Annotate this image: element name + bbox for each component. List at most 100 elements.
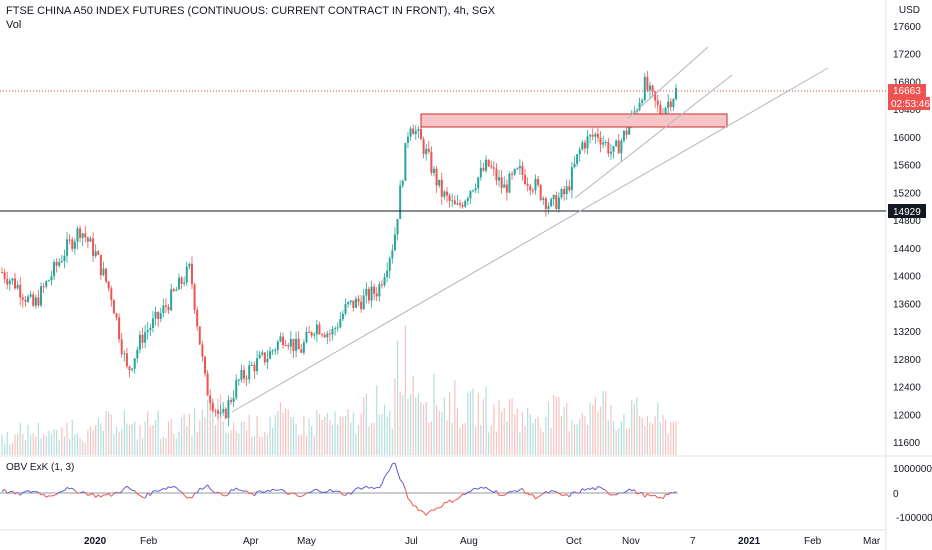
volume-bar bbox=[404, 325, 406, 455]
candle-body bbox=[50, 276, 53, 281]
obv-segment bbox=[566, 494, 570, 498]
price-tick: 16400 bbox=[893, 105, 921, 116]
volume-bar bbox=[40, 438, 42, 455]
volume-bar bbox=[662, 414, 664, 455]
volume-bar bbox=[672, 421, 674, 455]
volume-bar bbox=[482, 399, 485, 455]
candle-body bbox=[55, 261, 58, 266]
candle-body bbox=[42, 286, 45, 288]
price-axis[interactable]: 17600 17200 16800 16400 16000 15600 15200 14800… bbox=[893, 22, 921, 449]
volume-bar bbox=[287, 409, 289, 455]
candle-body bbox=[354, 298, 357, 308]
obv-segment bbox=[639, 491, 643, 494]
candle-body bbox=[602, 142, 605, 145]
volume-bar bbox=[214, 424, 216, 455]
volume-bar bbox=[48, 431, 50, 455]
obv-segment bbox=[74, 490, 78, 494]
candle-body bbox=[435, 168, 438, 186]
volume-bar bbox=[11, 442, 14, 455]
trendline-long[interactable] bbox=[231, 67, 829, 413]
volume-bar bbox=[352, 412, 354, 455]
candle-body bbox=[386, 270, 389, 278]
time-label-aug: Aug bbox=[460, 536, 478, 547]
obv-segment bbox=[358, 487, 362, 490]
volume-bar bbox=[43, 433, 45, 455]
candle-body bbox=[479, 167, 482, 178]
volume-bar bbox=[391, 428, 393, 455]
obv-segment bbox=[282, 489, 287, 493]
price-tick: 15200 bbox=[893, 188, 921, 199]
obv-segment bbox=[303, 492, 307, 496]
obv-segment bbox=[490, 490, 495, 493]
candle-body bbox=[459, 203, 462, 205]
obv-segment bbox=[399, 479, 404, 484]
candle-body bbox=[432, 168, 435, 174]
volume-bar bbox=[243, 421, 245, 455]
obv-segment bbox=[425, 511, 430, 516]
candle-body bbox=[448, 195, 451, 201]
volume-bar bbox=[417, 393, 419, 455]
candle-body bbox=[406, 136, 409, 143]
obv-segment bbox=[441, 502, 445, 508]
candle-body bbox=[321, 334, 324, 336]
volume-bar bbox=[316, 410, 318, 455]
volume-bar bbox=[37, 422, 40, 455]
obv-segment bbox=[404, 488, 409, 499]
volume-bar bbox=[253, 436, 256, 455]
obv-tick-high: 1000000 bbox=[893, 464, 932, 475]
candle-body bbox=[609, 151, 612, 154]
volume-bar bbox=[27, 424, 29, 455]
volume-bar bbox=[594, 397, 596, 455]
obv-segment bbox=[165, 486, 169, 490]
volume-bar bbox=[139, 425, 141, 455]
volume-bar bbox=[443, 397, 445, 455]
obv-segment bbox=[589, 487, 594, 490]
volume-bar bbox=[128, 425, 131, 455]
obv-segment bbox=[397, 471, 401, 480]
obv-segment bbox=[628, 488, 633, 492]
candle-body bbox=[596, 133, 599, 138]
volume-bar bbox=[170, 418, 172, 455]
trendline-lower-channel[interactable] bbox=[574, 74, 733, 199]
candle-body bbox=[198, 326, 201, 345]
obv-segment bbox=[423, 511, 427, 516]
candle-body bbox=[391, 250, 394, 259]
obv-segment bbox=[584, 488, 588, 491]
volume-bar bbox=[399, 391, 401, 455]
obv-tick-low: -1000000 bbox=[896, 513, 932, 524]
obv-segment bbox=[254, 491, 258, 497]
volume-bar bbox=[279, 402, 282, 455]
obv-segment bbox=[142, 496, 146, 499]
candle-body bbox=[461, 204, 464, 207]
obv-segment bbox=[319, 490, 323, 494]
resistance-zone[interactable] bbox=[420, 113, 728, 128]
candle-body bbox=[487, 159, 490, 167]
candle-body bbox=[107, 281, 110, 289]
candle-body bbox=[237, 379, 240, 381]
time-axis[interactable]: 2020 Feb Apr May Jul Aug Oct Nov 7 2021 … bbox=[84, 536, 881, 547]
candle-body bbox=[206, 373, 209, 396]
candle-body bbox=[492, 167, 495, 169]
obv-segment bbox=[251, 492, 255, 497]
volume-bar bbox=[422, 404, 425, 455]
candle-body bbox=[451, 200, 454, 202]
obv-segment bbox=[287, 492, 292, 496]
trendline-upper-channel[interactable] bbox=[627, 46, 709, 119]
volume-bar bbox=[311, 425, 313, 455]
volume-bar bbox=[368, 426, 370, 455]
candle-body bbox=[89, 238, 92, 242]
volume-bar bbox=[516, 408, 518, 455]
volume-bar bbox=[501, 411, 503, 455]
candles bbox=[1, 70, 677, 427]
candle-body bbox=[550, 199, 553, 207]
obv-segment bbox=[295, 493, 299, 497]
volume-bar bbox=[82, 440, 84, 455]
obv-segment bbox=[14, 491, 18, 495]
volume-bar bbox=[6, 431, 8, 455]
obv-segment bbox=[446, 499, 450, 503]
candle-body bbox=[326, 333, 329, 338]
candle-body bbox=[495, 168, 498, 181]
volume-bar bbox=[58, 440, 60, 455]
obv-segment bbox=[207, 484, 211, 490]
